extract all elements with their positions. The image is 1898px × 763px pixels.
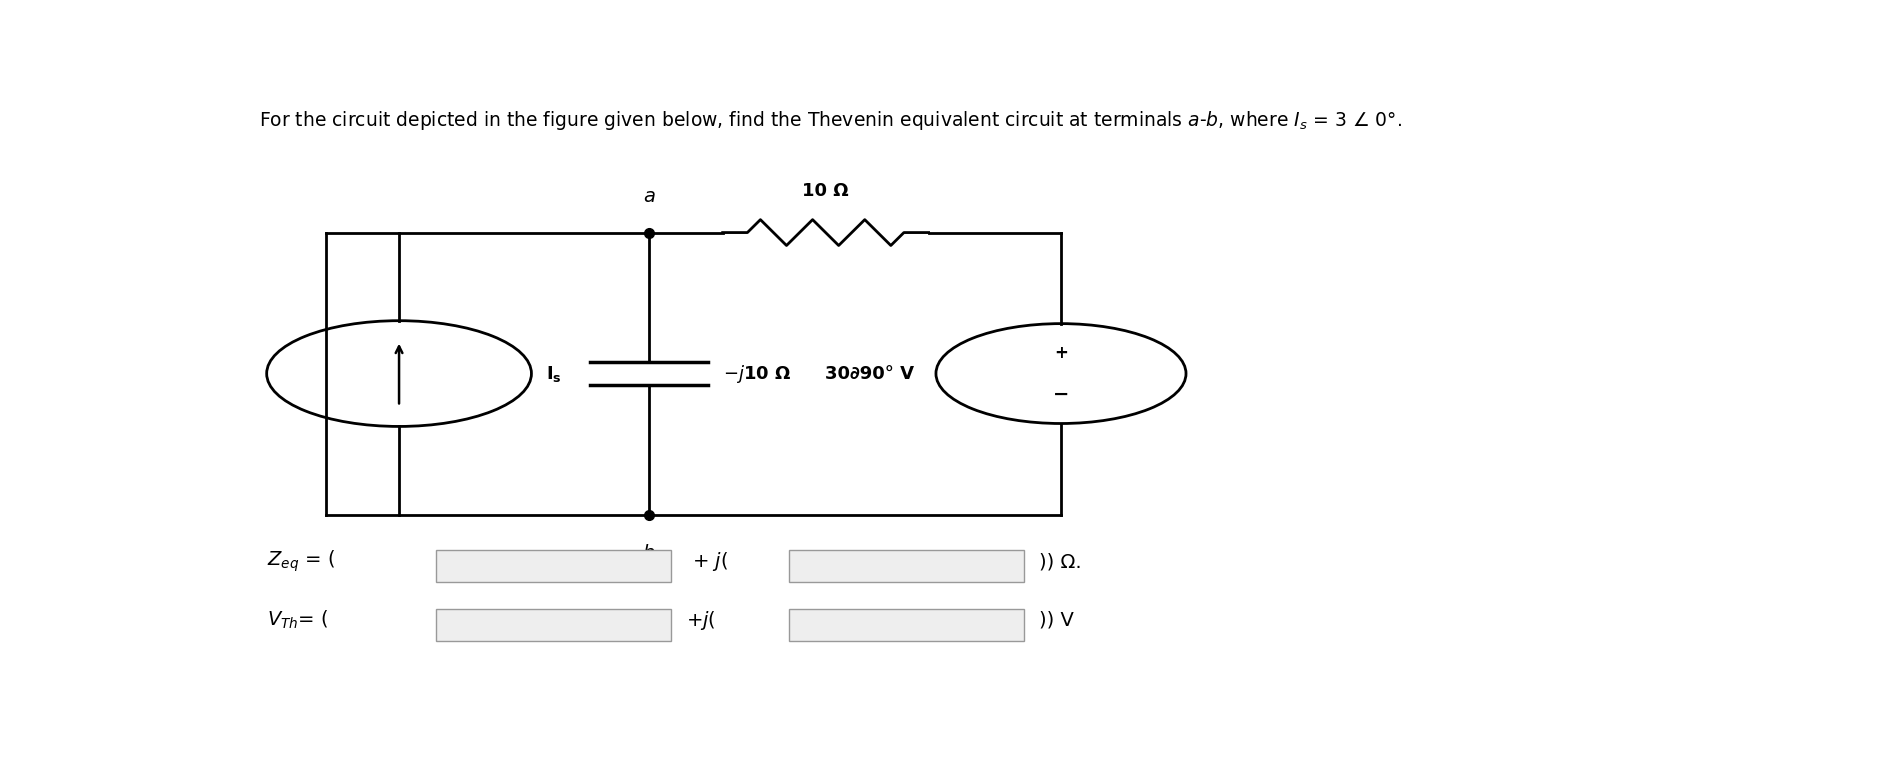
Text: For the circuit depicted in the figure given below, find the Thevenin equivalent: For the circuit depicted in the figure g… <box>260 109 1403 132</box>
Text: )) V: )) V <box>1038 611 1074 629</box>
FancyBboxPatch shape <box>437 550 672 582</box>
Text: $\mathbf{\mathit{a}}$: $\mathbf{\mathit{a}}$ <box>643 187 655 206</box>
Text: )) Ω.: )) Ω. <box>1038 552 1082 571</box>
FancyBboxPatch shape <box>437 609 672 641</box>
Text: 30∂90° V: 30∂90° V <box>826 365 915 382</box>
Text: $\mathbf{\mathit{b}}$: $\mathbf{\mathit{b}}$ <box>642 544 657 563</box>
Text: 10 Ω: 10 Ω <box>803 182 848 200</box>
FancyBboxPatch shape <box>790 550 1025 582</box>
Text: +: + <box>1053 343 1069 362</box>
FancyBboxPatch shape <box>790 609 1025 641</box>
Text: −: − <box>1053 385 1069 404</box>
Text: $V_{Th}$= (: $V_{Th}$= ( <box>266 609 328 632</box>
Text: +$j$(: +$j$( <box>685 609 716 632</box>
Text: $\mathbf{I_s}$: $\mathbf{I_s}$ <box>547 363 562 384</box>
Text: $Z_{eq}$ = (: $Z_{eq}$ = ( <box>266 549 334 575</box>
Text: + $j$(: + $j$( <box>685 550 729 573</box>
Text: $-j$10 Ω: $-j$10 Ω <box>723 362 791 385</box>
